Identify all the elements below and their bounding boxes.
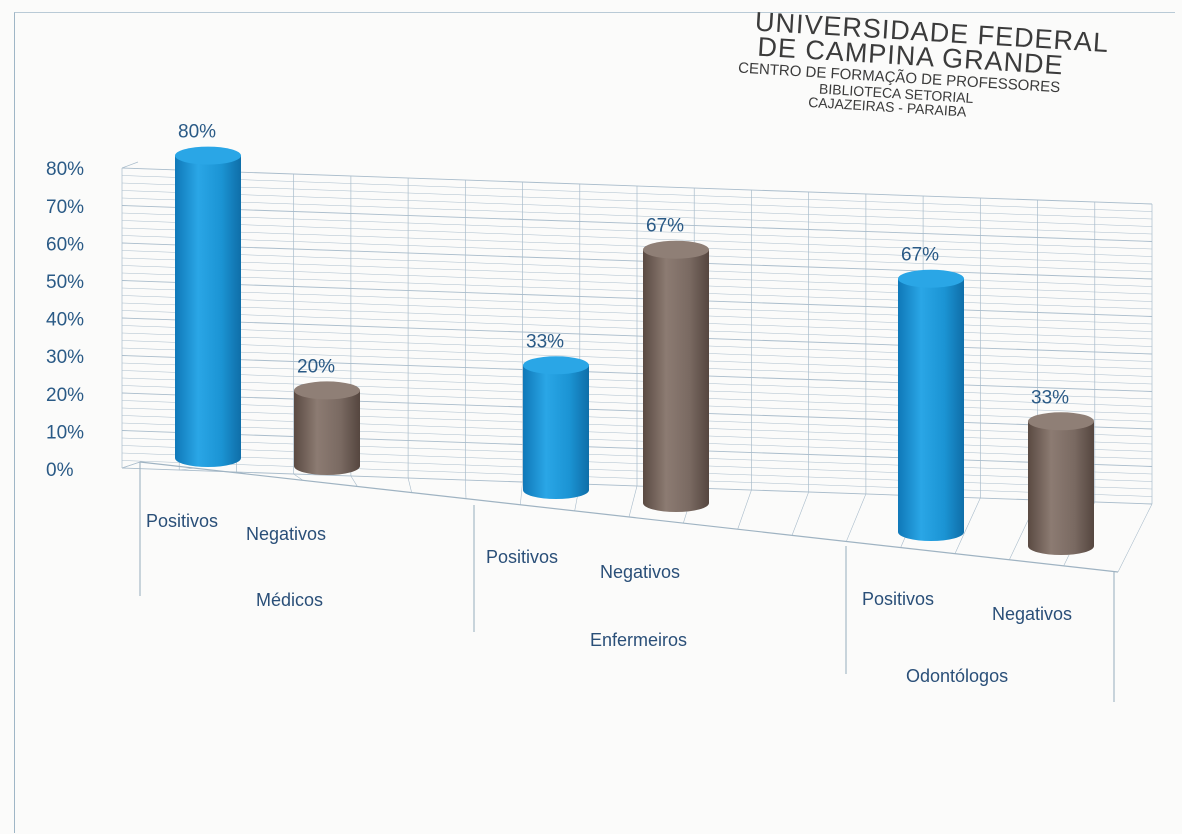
grid <box>121 161 1153 573</box>
cylinder-top <box>175 146 241 165</box>
cylinder-body <box>643 249 709 513</box>
floor-line <box>465 479 467 499</box>
category-label: Positivos <box>486 547 558 567</box>
side-wall-base <box>121 461 141 469</box>
floor-line <box>350 475 358 487</box>
bar-enfermeiros-positivos <box>523 356 589 499</box>
labels: 80% 20% 33% 67% 67% 33% <box>178 122 1069 409</box>
bars <box>175 146 1094 555</box>
category-label: Negativos <box>600 562 680 582</box>
floor-line <box>846 493 867 542</box>
category-label: Positivos <box>862 589 934 609</box>
y-tick-label: 50% <box>46 272 84 293</box>
y-tick-label: 20% <box>46 385 84 406</box>
side-wall-edge <box>121 161 139 169</box>
floor-line <box>737 489 752 530</box>
bar-médicos-positivos <box>175 146 241 467</box>
y-tick-label: 30% <box>46 347 84 368</box>
data-label: 67% <box>901 245 939 266</box>
y-tick-label: 40% <box>46 310 84 331</box>
y-tick-label: 10% <box>46 422 84 443</box>
cylinder-top <box>898 269 964 288</box>
y-tick-label: 0% <box>46 460 74 481</box>
floor-line <box>1117 503 1153 573</box>
y-tick-label: 80% <box>46 159 84 180</box>
cylinder-top <box>1028 412 1094 431</box>
axes: 0% 10% 20% 30% 40% 50% 60% 70% 80% Positivos Negat… <box>46 159 1119 702</box>
bar-odontólogos-positivos <box>898 269 964 541</box>
cylinder-body <box>898 278 964 541</box>
floor-line <box>791 491 809 536</box>
floor-line <box>628 485 638 518</box>
bar-enfermeiros-negativos <box>643 240 709 513</box>
group-label: Enfermeiros <box>590 630 687 650</box>
cylinder-body <box>1028 421 1094 555</box>
category-label: Negativos <box>992 604 1072 624</box>
chart-frame <box>14 12 1175 833</box>
data-label: 33% <box>526 331 564 352</box>
data-label: 67% <box>646 216 684 237</box>
x-axis-line <box>139 461 1119 573</box>
floor-line <box>293 473 304 481</box>
group-label: Odontólogos <box>906 666 1008 686</box>
data-label: 20% <box>297 356 335 377</box>
y-tick-label: 60% <box>46 234 84 255</box>
category-label: Negativos <box>246 524 326 544</box>
category-label: Positivos <box>146 511 218 531</box>
cylinder-top <box>294 381 360 400</box>
data-label: 80% <box>178 122 216 143</box>
floor-line <box>407 477 412 493</box>
bar-médicos-negativos <box>294 381 360 475</box>
group-label: Médicos <box>256 590 323 610</box>
data-label: 33% <box>1031 387 1069 408</box>
cylinder-top <box>523 356 589 375</box>
bar-odontólogos-negativos <box>1028 412 1094 555</box>
floor-line <box>520 481 523 505</box>
cylinder-body <box>294 390 360 475</box>
y-tick-label: 70% <box>46 197 84 218</box>
cylinder-body <box>175 155 241 467</box>
cylinder-body <box>523 365 589 499</box>
cylinder-top <box>643 240 709 259</box>
floor-line <box>954 497 981 554</box>
